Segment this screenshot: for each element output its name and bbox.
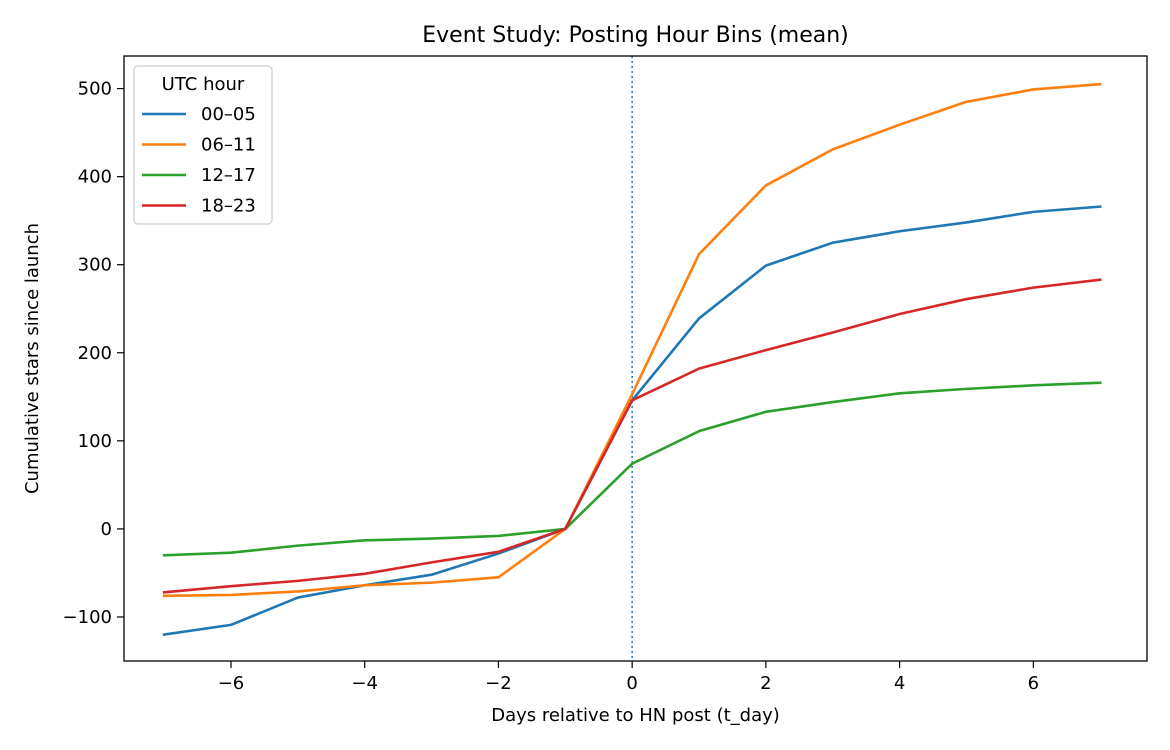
y-tick-label: 100 — [78, 431, 112, 452]
legend-label-1: 06–11 — [201, 135, 256, 156]
y-tick-label: 300 — [78, 255, 112, 276]
y-axis-ticks: −100 0 100 200 300 400 500 — [63, 79, 124, 628]
plot-area — [162, 56, 1102, 661]
series-line-2 — [162, 381, 1102, 557]
legend-title: UTC hour — [162, 74, 245, 95]
chart-title: Event Study: Posting Hour Bins (mean) — [422, 23, 849, 48]
x-axis-ticks: −6 −4 −2 0 2 4 6 — [218, 661, 1039, 694]
legend-label-3: 18–23 — [201, 196, 256, 217]
x-tick-label: 4 — [894, 673, 905, 694]
legend-label-0: 00–05 — [201, 104, 256, 125]
x-tick-label: 2 — [760, 673, 771, 694]
x-tick-label: 6 — [1028, 673, 1039, 694]
x-tick-label: 0 — [626, 673, 637, 694]
x-tick-label: −2 — [485, 673, 512, 694]
y-tick-label: 400 — [78, 167, 112, 188]
y-tick-label: −100 — [63, 607, 112, 628]
y-tick-label: 0 — [101, 519, 112, 540]
y-tick-label: 500 — [78, 79, 112, 100]
legend: UTC hour 00–05 06–11 12–17 18–23 — [133, 65, 273, 225]
legend-entries: 00–05 06–11 12–17 18–23 — [142, 104, 256, 217]
x-axis-label: Days relative to HN post (t_day) — [491, 705, 780, 726]
x-tick-label: −6 — [218, 673, 245, 694]
series-line-0 — [162, 205, 1102, 637]
x-tick-label: −4 — [351, 673, 378, 694]
legend-box — [133, 65, 273, 225]
series-line-1 — [162, 82, 1102, 598]
series-line-3 — [162, 278, 1102, 594]
y-axis-label: Cumulative stars since launch — [22, 223, 43, 494]
legend-label-2: 12–17 — [201, 165, 256, 186]
plot-frame — [123, 55, 1148, 662]
y-tick-label: 200 — [78, 343, 112, 364]
